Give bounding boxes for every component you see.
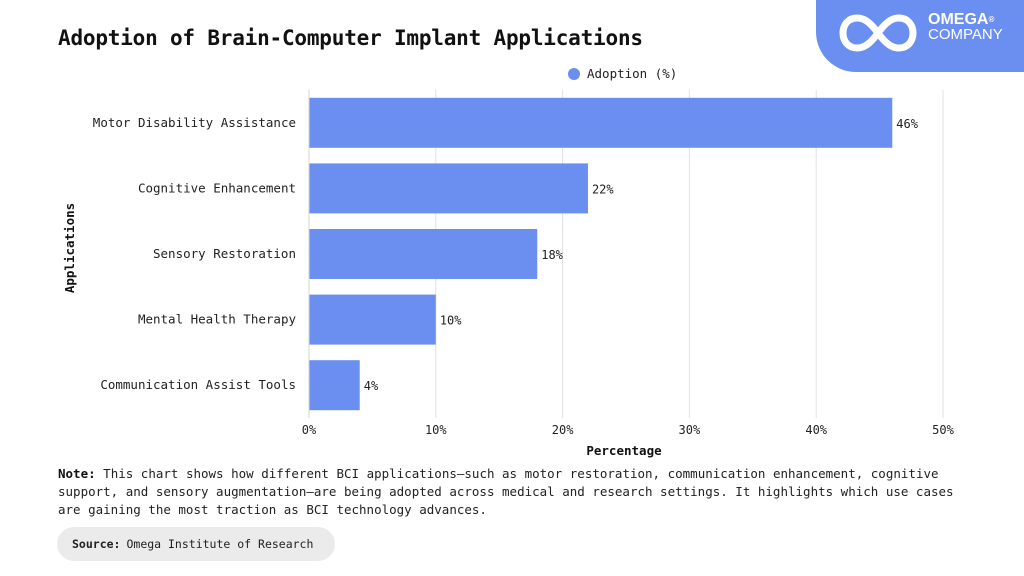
legend-label: Adoption (%): [587, 66, 678, 81]
bar-value-label: 46%: [896, 117, 918, 131]
chart-note: Note: This chart shows how different BCI…: [58, 465, 973, 519]
y-category-label: Motor Disability Assistance: [93, 115, 296, 130]
note-label: Note:: [58, 466, 96, 481]
bar-value-label: 22%: [592, 182, 614, 196]
y-axis-title: Applications: [62, 203, 77, 293]
chart-legend: Adoption (%): [568, 66, 677, 81]
note-text: This chart shows how different BCI appli…: [58, 466, 954, 517]
y-category-label: Mental Health Therapy: [138, 312, 297, 327]
bar-value-label: 18%: [541, 248, 563, 262]
y-category-label: Communication Assist Tools: [100, 377, 296, 392]
x-tick-label: 50%: [932, 423, 954, 437]
infinity-icon: [839, 14, 917, 52]
y-category-label: Sensory Restoration: [153, 246, 296, 261]
x-tick-label: 0%: [302, 423, 317, 437]
y-category-label: Cognitive Enhancement: [138, 180, 296, 195]
bar-value-label: 10%: [440, 314, 462, 328]
brand-sub: COMPANY: [928, 26, 1003, 43]
x-tick-label: 20%: [552, 423, 574, 437]
brand-name: OMEGA®: [928, 11, 995, 28]
source-pill: Source: Omega Institute of Research: [57, 527, 336, 561]
brand-text: OMEGA® COMPANY: [928, 11, 1003, 43]
bar-value-label: 4%: [364, 379, 379, 393]
bar: [309, 229, 538, 279]
source-label: Source:: [72, 537, 121, 551]
bar: [309, 294, 436, 345]
x-tick-label: 30%: [679, 423, 701, 437]
bar: [309, 97, 893, 148]
brand-logo: OMEGA® COMPANY: [816, 0, 1024, 72]
bar-chart: 0% 10% 20% 30% 40% 50% Motor Disability Assist…: [62, 90, 955, 458]
x-axis-title: Percentage: [586, 443, 662, 458]
registered-mark: ®: [988, 15, 995, 24]
x-tick-label: 10%: [425, 423, 447, 437]
chart-title: Adoption of Brain-Computer Implant Appli…: [58, 26, 643, 50]
source-text: Omega Institute of Research: [126, 537, 314, 551]
bar: [309, 360, 360, 411]
legend-swatch: [568, 67, 580, 80]
bar: [309, 163, 588, 214]
x-tick-label: 40%: [805, 423, 827, 437]
